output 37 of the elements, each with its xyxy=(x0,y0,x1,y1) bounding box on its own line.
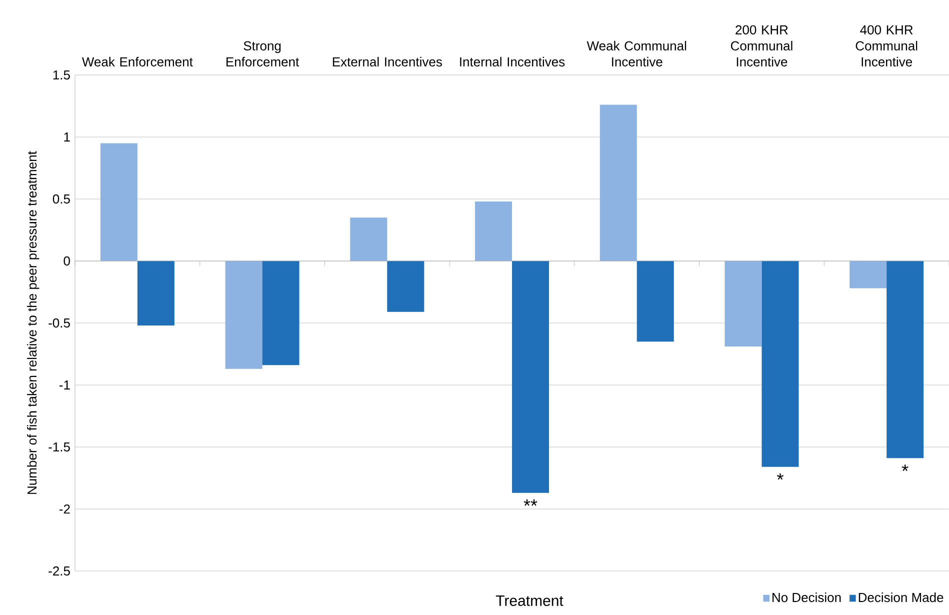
y-tick-label: -1.5 xyxy=(48,442,70,452)
annotation: * xyxy=(902,464,908,472)
bar xyxy=(636,261,674,342)
bar xyxy=(850,261,887,288)
annotation: * xyxy=(777,473,784,480)
annotation: ** xyxy=(524,499,538,506)
x-tick-label: Strong Enforcement xyxy=(226,41,300,66)
legend-label: No Decision xyxy=(772,592,841,602)
x-tick-label: Weak Enforcement xyxy=(82,56,193,66)
x-tick-label: External Incentives xyxy=(332,56,442,66)
y-tick-label: 1.5 xyxy=(53,70,70,80)
y-tick-label: -1 xyxy=(59,380,70,390)
y-tick-label: 1 xyxy=(64,132,70,142)
bar xyxy=(350,218,388,261)
x-axis-title: Treatment xyxy=(496,596,564,606)
bar xyxy=(724,261,762,347)
bar xyxy=(100,143,138,261)
y-axis-title: Number of fish taken relative to the peer pressure treatment xyxy=(27,151,40,494)
bar xyxy=(387,261,424,312)
bar xyxy=(512,261,550,493)
x-tick-label: 200 KHR Communal Incentive xyxy=(730,25,792,66)
bar xyxy=(886,261,924,458)
bar xyxy=(262,261,300,366)
y-tick-label: -2.5 xyxy=(48,566,70,576)
legend-label: Decision Made xyxy=(858,592,944,602)
y-tick-label: 0.5 xyxy=(52,194,70,204)
x-tick-label: Internal Incentives xyxy=(460,56,565,66)
bar xyxy=(475,201,512,261)
x-tick-label: Weak Communal Incentive xyxy=(586,40,686,66)
x-tick-label: 400 KHR Communal Incentive xyxy=(856,25,918,66)
bar xyxy=(762,261,799,467)
y-tick-label: -2 xyxy=(59,504,70,514)
y-tick-label: 0 xyxy=(64,256,70,266)
y-tick-label: -0.5 xyxy=(48,318,70,328)
bar xyxy=(225,261,262,369)
bar xyxy=(600,104,637,261)
bar xyxy=(137,261,174,326)
